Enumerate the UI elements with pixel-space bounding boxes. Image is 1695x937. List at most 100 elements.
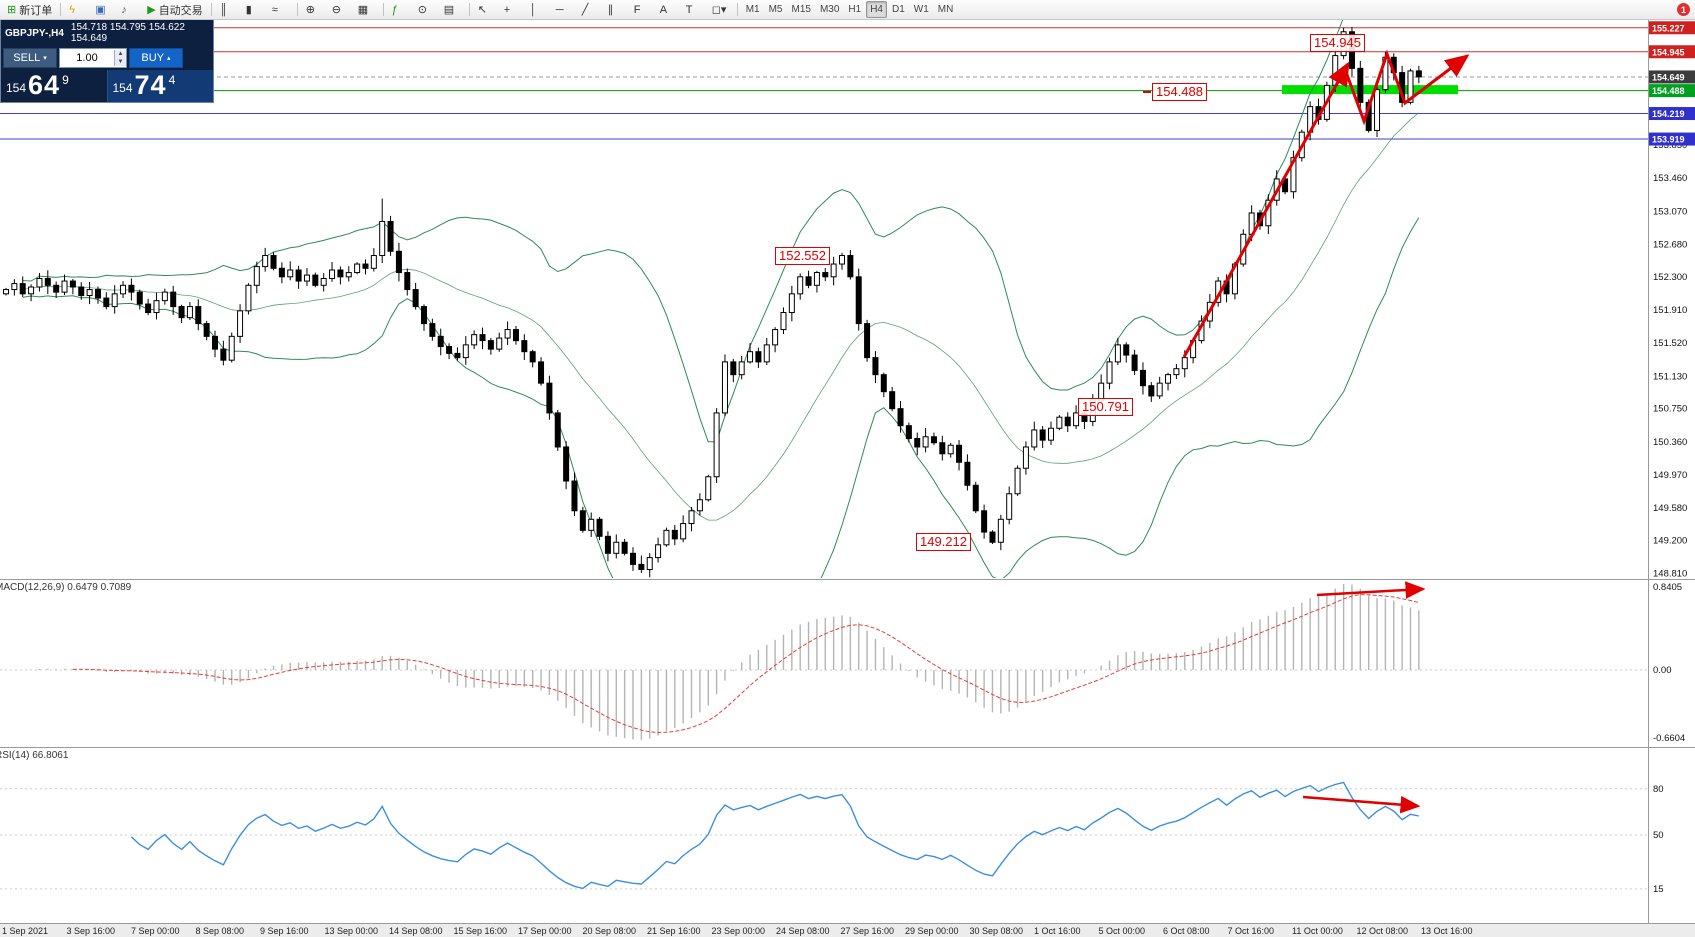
price-annotation[interactable]: 149.212	[916, 533, 971, 551]
macd-trend-arrow[interactable]	[1316, 581, 1426, 599]
buy-price-display[interactable]: 154 74 4	[106, 70, 213, 102]
zigzag-arrow[interactable]	[1344, 49, 1470, 126]
one-click-button[interactable]: ϟ	[65, 1, 90, 19]
time-axis-label: 5 Oct 00:00	[1099, 926, 1146, 936]
rally-arrow[interactable]	[1182, 61, 1350, 358]
timeframe-m15[interactable]: M15	[791, 4, 811, 15]
trendline-icon: ╱	[581, 3, 589, 16]
buy-button[interactable]: BUY ▴	[129, 48, 183, 68]
timeframe-m1[interactable]: M1	[745, 4, 760, 15]
volume-spinner[interactable]: ▲ ▼	[114, 50, 126, 66]
label-button[interactable]: T	[682, 1, 707, 19]
price-tag	[1649, 132, 1695, 146]
spinner-down-icon[interactable]: ▼	[115, 58, 126, 66]
vline-button[interactable]: │	[526, 1, 551, 19]
toolbar-separator	[736, 3, 738, 16]
price-tag	[1649, 45, 1695, 59]
support-zone-rectangle[interactable]	[1282, 85, 1458, 95]
macd-label: MACD(12,26,9) 0.6479 0.7089	[0, 582, 132, 593]
cursor-button[interactable]: ↖	[474, 1, 499, 19]
timeframe-mn[interactable]: MN	[937, 4, 954, 15]
rsi-trend-arrow[interactable]	[1302, 795, 1421, 814]
timeframe-w1[interactable]: W1	[913, 4, 929, 15]
timeframe-h1[interactable]: H1	[848, 4, 862, 15]
sound-icon: ♪	[121, 3, 127, 16]
channel-button[interactable]: ∥	[604, 1, 629, 19]
periods-button[interactable]: ⊙	[414, 1, 439, 19]
rsi-axis-label: 80	[1653, 784, 1664, 795]
crosshair-icon: +	[503, 3, 511, 16]
notifications-badge[interactable]: 1	[1677, 3, 1690, 16]
macd-axis-label: 0.8405	[1653, 582, 1682, 593]
time-axis-strip	[0, 924, 1695, 937]
buy-price-sup: 4	[168, 73, 176, 87]
volume-input[interactable]: 1.00 ▲ ▼	[59, 48, 127, 68]
timeframe-h4[interactable]: H4	[866, 1, 887, 18]
macd-axis-label: -0.6604	[1653, 733, 1685, 744]
tile-windows-button[interactable]: ▦	[354, 1, 379, 19]
price-tag	[1649, 84, 1695, 98]
shapes-button[interactable]: ◻▾	[708, 1, 733, 19]
time-axis-label: 14 Sep 08:00	[389, 926, 443, 936]
price-axis-label: 149.200	[1653, 536, 1687, 547]
timeframe-m30[interactable]: M30	[819, 4, 840, 15]
new-order-icon: ⊞	[7, 3, 17, 16]
sell-price-display[interactable]: 154 64 9	[1, 70, 107, 102]
text-button[interactable]: A	[656, 1, 681, 19]
rsi-axis-label: 15	[1653, 884, 1664, 895]
time-axis-label: 21 Sep 16:00	[647, 926, 701, 936]
svg-text:155.227: 155.227	[1652, 23, 1685, 33]
periods-icon: ⊙	[417, 3, 427, 16]
bar-chart-button[interactable]: ║	[216, 1, 241, 19]
toolbar-separator	[60, 3, 62, 16]
svg-text:154.219: 154.219	[1652, 109, 1685, 119]
price-annotation[interactable]: 150.791	[1078, 398, 1133, 416]
sound-button[interactable]: ♪	[117, 1, 142, 19]
trendline-button[interactable]: ╱	[578, 1, 603, 19]
hline-icon: ─	[555, 3, 564, 16]
macd-signal-line	[72, 594, 1419, 734]
main-panel[interactable]	[0, 1, 1648, 648]
toolbar-separator	[210, 3, 212, 16]
chevron-up-icon: ▴	[167, 55, 171, 62]
fibonacci-button[interactable]: F	[630, 1, 655, 19]
price-axis-label: 151.130	[1653, 371, 1687, 382]
new-order-button[interactable]: ⊞ 新订单	[3, 1, 56, 19]
price-axis-label: 149.580	[1653, 503, 1687, 514]
time-axis-label: 7 Oct 16:00	[1228, 926, 1275, 936]
price-axis-label: 151.520	[1653, 338, 1687, 349]
price-annotation[interactable]: 154.488	[1152, 83, 1207, 101]
svg-text:154.649: 154.649	[1652, 72, 1685, 82]
zoom-in-button[interactable]: ⊕	[302, 1, 327, 19]
spinner-up-icon[interactable]: ▲	[115, 50, 126, 58]
buy-button-label: BUY	[141, 52, 165, 64]
price-annotation[interactable]: 154.945	[1310, 34, 1365, 52]
autotrading-button[interactable]: ▶ 自动交易	[143, 1, 206, 19]
bollinger-upper	[22, 19, 1344, 443]
hline-button[interactable]: ─	[552, 1, 577, 19]
line-chart-button[interactable]: ≈	[268, 1, 293, 19]
profiles-button[interactable]: ▣	[91, 1, 116, 19]
autotrading-icon: ▶	[147, 3, 156, 16]
time-axis-label: 29 Sep 00:00	[905, 926, 959, 936]
time-axis-label: 1 Oct 16:00	[1034, 926, 1081, 936]
price-axis-label: 150.360	[1653, 437, 1687, 448]
time-axis-label: 3 Sep 16:00	[67, 926, 116, 936]
vline-icon: │	[529, 3, 537, 16]
time-axis-label: 13 Sep 00:00	[325, 926, 379, 936]
bollinger-lower	[22, 217, 1420, 578]
indicators-button[interactable]: ƒ	[388, 1, 413, 19]
time-axis-label: 30 Sep 08:00	[970, 926, 1024, 936]
crosshair-button[interactable]: +	[500, 1, 525, 19]
toolbar-separator	[296, 3, 298, 16]
candle-chart-button[interactable]: ▮	[242, 1, 267, 19]
zoom-out-button[interactable]: ⊖	[328, 1, 353, 19]
sell-button[interactable]: SELL ▾	[3, 48, 57, 68]
timeframe-d1[interactable]: D1	[892, 4, 905, 15]
price-axis-label: 148.810	[1653, 569, 1687, 580]
timeframe-m5[interactable]: M5	[768, 4, 783, 15]
price-annotation[interactable]: 152.552	[775, 247, 830, 265]
templates-button[interactable]: ▤	[440, 1, 465, 19]
channel-icon: ∥	[607, 3, 614, 16]
